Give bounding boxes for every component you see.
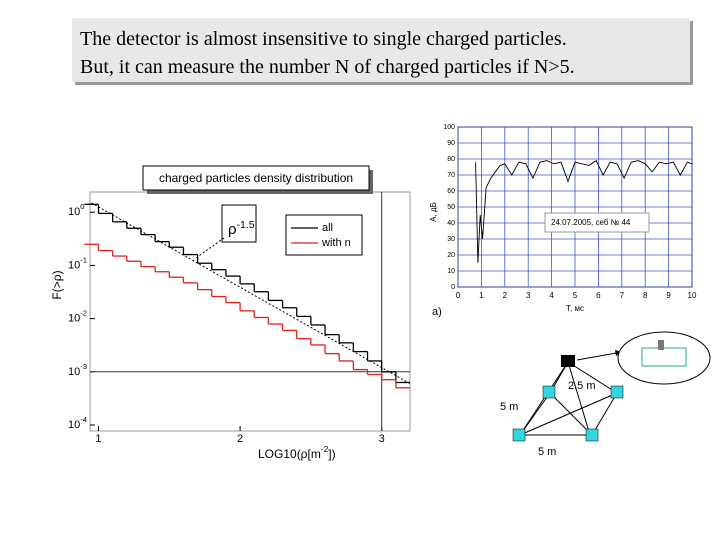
edge	[549, 392, 593, 436]
x-tick-label: 5	[573, 291, 578, 300]
edge	[591, 392, 618, 436]
header-line: But, it can measure the number N of char…	[80, 56, 575, 78]
distance-label: 5 m	[500, 401, 518, 413]
x-axis-label-base: LOG10(ρ[m	[258, 447, 321, 461]
x-axis-label: LOG10(ρ[m-2])	[258, 444, 336, 461]
header-line: The detector is almost insensitive to si…	[80, 28, 567, 50]
legend-label: with n	[321, 237, 351, 249]
y-tick-label: 90	[447, 140, 455, 147]
y-tick-label: 100	[443, 124, 455, 131]
y-tick-label-sup: -3	[80, 362, 87, 371]
x-tick-label: 1	[479, 291, 484, 300]
legend-box	[285, 214, 363, 256]
edge	[519, 361, 569, 436]
fit-label: ρ-1.5	[228, 219, 255, 238]
y-tick-label-base: 10	[68, 419, 80, 431]
y-tick-label-sup: -2	[80, 309, 87, 318]
y-tick-label-base: 10	[68, 366, 80, 378]
y-tick-label: 10-1	[68, 255, 87, 271]
y-axis-label: A, дБ	[429, 202, 438, 222]
detector	[542, 385, 556, 399]
y-tick-label-sup: -1	[80, 255, 87, 264]
x-tick-label: 10	[688, 291, 697, 300]
y-tick-label: 10-4	[68, 415, 88, 431]
y-tick-label-sup: 0	[80, 202, 84, 211]
header-box	[72, 18, 690, 82]
detector-diagram: 2.5 m 5 m 5 m	[500, 331, 711, 458]
y-axis-label: F(>ρ)	[50, 270, 64, 299]
fit-line	[91, 202, 411, 385]
detector	[512, 428, 526, 442]
x-tick-label: 2	[503, 291, 508, 300]
x-axis-label-sup: -2	[321, 444, 329, 454]
fit-label-sup: -1.5	[237, 219, 255, 231]
x-tick-label: 7	[620, 291, 625, 300]
x-tick-label: 0	[456, 291, 461, 300]
edge	[519, 392, 618, 436]
fit-arrow	[195, 237, 225, 259]
title-box	[142, 165, 370, 191]
edge	[567, 361, 591, 436]
y-tick-label-base: 10	[68, 259, 80, 271]
x-axis-label-after: ])	[328, 447, 335, 461]
distance-label: 5 m	[538, 446, 556, 458]
annotation: 24.07.2005, себ № 44	[551, 218, 631, 227]
x-tick-label: 3	[526, 291, 531, 300]
y-tick-label: 20	[447, 252, 455, 259]
y-tick-label: 30	[447, 236, 455, 243]
detector	[610, 385, 624, 399]
y-tick-label: 40	[447, 220, 455, 227]
right-chart: 0 10 20 30 40 50 60 70 80 90 100 0 1 2 3 4 5 6 7 8 9 10 24.07.…	[429, 124, 697, 318]
edge	[519, 392, 551, 436]
x-tick-label: 1	[95, 433, 101, 445]
y-tick-label-base: 10	[68, 313, 80, 325]
y-tick-label-sup: -4	[80, 415, 88, 424]
panel-label: a)	[432, 306, 442, 318]
edge	[567, 361, 618, 394]
y-tick-label: 80	[447, 156, 455, 163]
legend-label: all	[322, 222, 333, 234]
detector	[585, 428, 599, 442]
y-tick-label: 70	[447, 172, 455, 179]
y-tick-label: 50	[447, 204, 455, 211]
center-detector	[561, 355, 575, 367]
y-tick-label-base: 10	[68, 206, 80, 218]
y-tick-label: 0	[451, 284, 455, 291]
inset	[617, 331, 711, 385]
y-tick-label: 100	[68, 202, 85, 218]
y-tick-label: 60	[447, 188, 455, 195]
distance-label: 2.5 m	[568, 380, 596, 392]
fit-label-base: ρ	[228, 221, 237, 238]
x-tick-label: 2	[237, 433, 243, 445]
x-tick-label: 8	[643, 291, 648, 300]
inset-pmt	[658, 340, 664, 350]
x-tick-label: 4	[549, 291, 554, 300]
x-tick-label: 9	[666, 291, 671, 300]
x-tick-label: 6	[596, 291, 601, 300]
chart-title: charged particles density distribution	[159, 171, 353, 185]
fit-label-box	[221, 204, 257, 243]
arrow	[576, 351, 623, 361]
signal-line	[475, 159, 693, 264]
x-tick-label: 3	[379, 433, 385, 445]
y-tick-label: 10-2	[68, 309, 87, 325]
x-axis-label: T, мс	[566, 304, 584, 313]
y-tick-label: 10	[447, 268, 455, 275]
y-tick-label: 10-3	[68, 362, 87, 378]
annotation-box	[544, 212, 650, 233]
